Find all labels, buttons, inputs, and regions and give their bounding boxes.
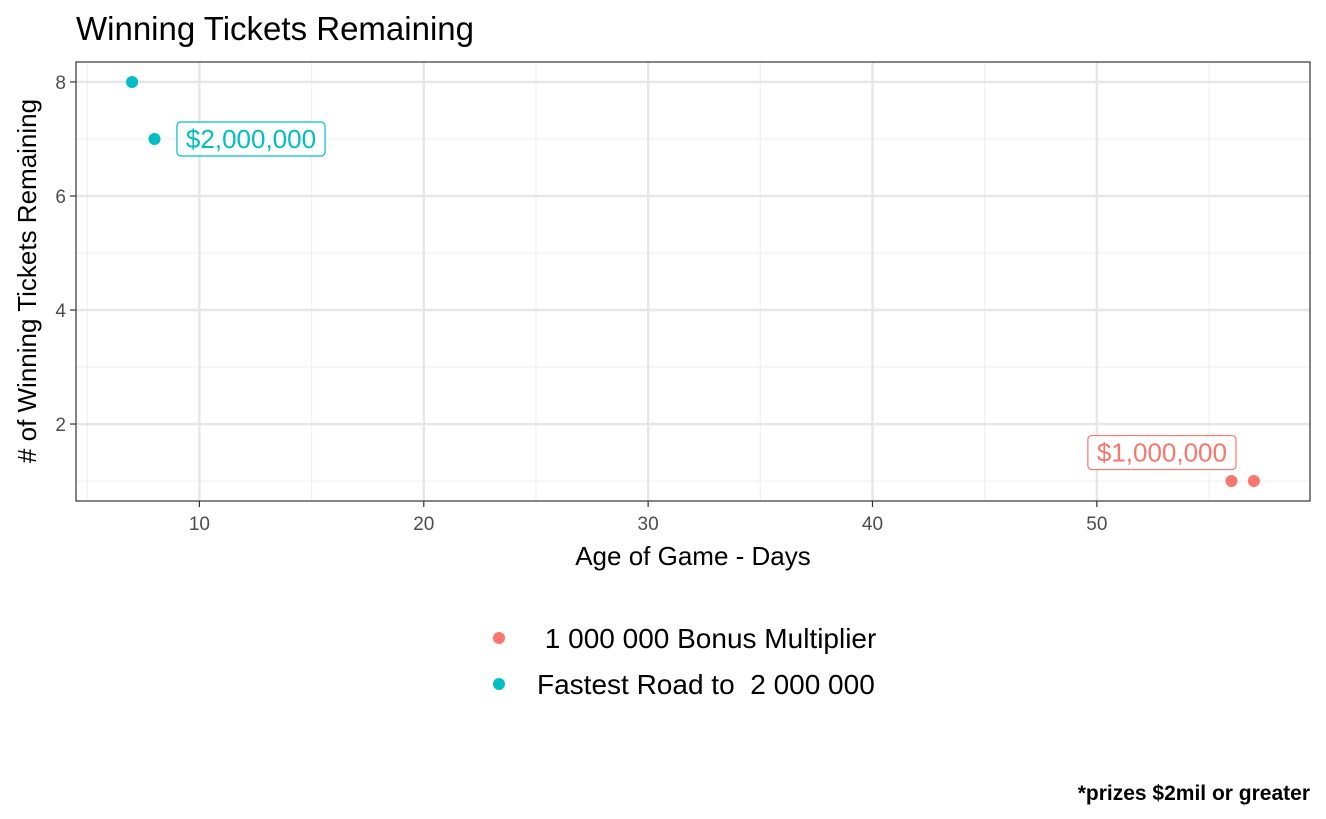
x-tick-label: 20 — [413, 514, 434, 535]
data-point — [1247, 475, 1260, 488]
legend-key — [493, 678, 505, 690]
legend-key — [493, 632, 505, 644]
x-tick-label: 10 — [189, 514, 210, 535]
chart-caption: *prizes $2mil or greater — [1078, 782, 1310, 805]
grid-minor-lines — [76, 62, 1310, 501]
legend-item: Fastest Road to 2 000 000 — [493, 669, 875, 700]
annotation-label: $1,000,000 — [1087, 434, 1237, 471]
data-point — [1225, 475, 1238, 488]
y-tick-label: 8 — [55, 73, 66, 94]
y-tick-label: 4 — [55, 301, 66, 322]
annotation-text: $2,000,000 — [186, 124, 316, 154]
x-tick-label: 40 — [862, 514, 883, 535]
chart-title: Winning Tickets Remaining — [76, 10, 474, 47]
y-tick-label: 2 — [55, 415, 66, 436]
x-tick-label: 30 — [638, 514, 659, 535]
annotation-box — [1087, 434, 1237, 471]
data-point — [126, 75, 139, 88]
y-axis-title: # of Winning Tickets Remaining — [12, 99, 42, 463]
legend-label: Fastest Road to 2 000 000 — [537, 669, 875, 700]
y-axis-ticks: 2 4 6 8 — [55, 73, 76, 436]
annotation-label: $2,000,000 — [176, 121, 326, 157]
x-axis-title: Age of Game - Days — [575, 541, 811, 571]
legend-label: 1 000 000 Bonus Multiplier — [537, 623, 876, 654]
y-tick-label: 6 — [55, 187, 66, 208]
data-point — [148, 132, 161, 145]
annotation-text: $1,000,000 — [1097, 438, 1227, 468]
plot-panel-border — [75, 61, 1311, 502]
x-tick-label: 50 — [1086, 514, 1107, 535]
legend-item: 1 000 000 Bonus Multiplier — [493, 623, 876, 654]
point-annotations: $1,000,000 $2,000,000 — [176, 121, 1237, 471]
data-points — [126, 75, 1260, 488]
legend: 1 000 000 Bonus Multiplier Fastest Road t… — [493, 623, 876, 700]
x-axis-ticks: 10 20 30 40 50 — [189, 501, 1107, 535]
annotation-box — [176, 121, 326, 157]
